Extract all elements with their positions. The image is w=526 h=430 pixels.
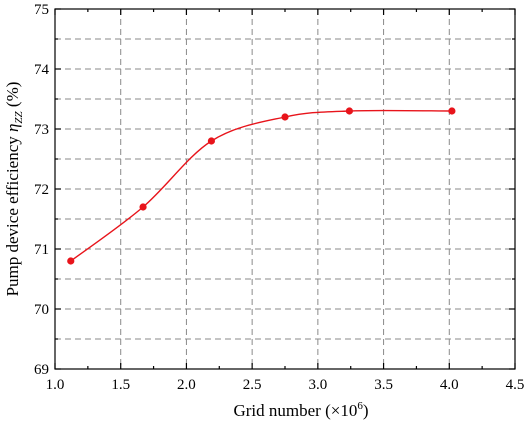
grid-lines [55, 9, 515, 369]
y-tick-label: 75 [34, 2, 49, 18]
x-tick-label: 1.0 [46, 377, 65, 393]
data-point [448, 107, 456, 115]
x-tick-label: 3.5 [374, 377, 393, 393]
x-tick-label: 2.5 [243, 377, 262, 393]
x-axis-title: Grid number (×106) [233, 400, 368, 420]
y-axis-title-suffix: (%) [3, 82, 22, 112]
x-tick-label: 3.0 [308, 377, 327, 393]
x-tick-label: 1.5 [111, 377, 130, 393]
data-point [207, 137, 215, 145]
x-axis-title-superscript: 6 [357, 400, 363, 412]
axis-ticks [54, 8, 516, 370]
y-axis-title-symbol: η [3, 124, 22, 132]
y-axis-title-subscript: ZZ [13, 110, 25, 123]
data-point [345, 107, 353, 115]
x-tick-labels: 1.0 1.5 2.0 2.5 3.0 3.5 4.0 4.5 [46, 377, 525, 393]
data-point [281, 113, 289, 121]
y-tick-label: 73 [34, 122, 49, 138]
y-tick-label: 70 [34, 302, 49, 318]
data-point [139, 203, 147, 211]
y-tick-label: 72 [34, 182, 49, 198]
y-tick-label: 74 [34, 62, 50, 78]
x-tick-label: 4.0 [440, 377, 459, 393]
x-axis-title-text: Grid number (×10 [233, 401, 357, 420]
y-axis-title: Pump device efficiency ηZZ (%) [3, 82, 25, 297]
y-axis-title-prefix: Pump device efficiency [3, 132, 22, 296]
data-point [67, 257, 75, 265]
x-tick-label: 4.5 [506, 377, 525, 393]
y-tick-label: 69 [34, 362, 49, 378]
series-line [70, 109, 452, 262]
data-series [67, 107, 456, 265]
x-tick-label: 2.0 [177, 377, 196, 393]
x-axis-title-close: ) [363, 401, 369, 420]
y-tick-labels: 69 70 71 72 73 74 75 [34, 2, 50, 378]
y-tick-label: 71 [34, 242, 49, 258]
